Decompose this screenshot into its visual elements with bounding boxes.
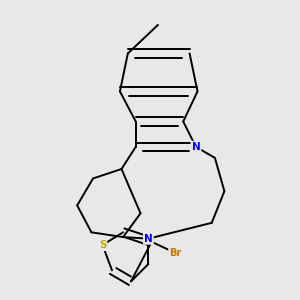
Text: N: N	[191, 142, 200, 152]
Text: N: N	[144, 234, 153, 244]
Text: Br: Br	[169, 248, 182, 258]
Text: S: S	[99, 240, 106, 250]
Text: N: N	[191, 142, 200, 152]
Text: S: S	[99, 240, 106, 250]
Text: N: N	[144, 234, 153, 244]
Text: Br: Br	[169, 248, 182, 258]
